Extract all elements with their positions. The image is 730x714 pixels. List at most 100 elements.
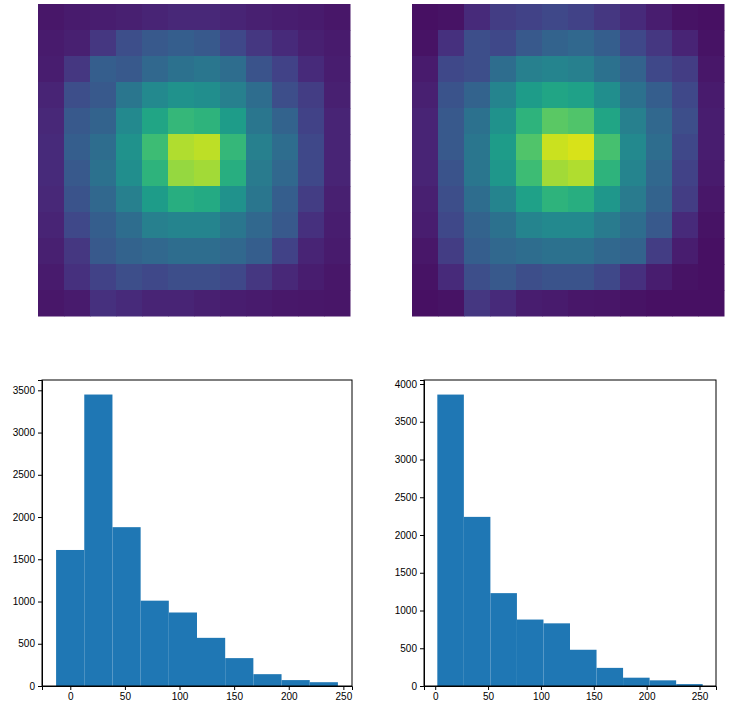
tick-label: 3000 [13,427,36,438]
image-cell [490,264,517,291]
image-cell [220,160,247,187]
image-cell [90,108,117,135]
image-cell [438,30,465,57]
image-cell [594,108,621,135]
image-cell [646,82,673,109]
image-cell [620,82,647,109]
image-cell [246,290,273,317]
panel: 0501001502002500500100015002000250030003… [13,380,353,702]
tick-label: 1000 [395,605,418,616]
image-cell [194,186,221,213]
image-cell [698,56,725,83]
image-cell [324,186,351,213]
image-cell [38,30,65,57]
image-cell [90,160,117,187]
image-cell [646,238,673,265]
bar [169,612,197,686]
image-cell [490,108,517,135]
tick: 200 [281,686,298,702]
image-cell [64,30,91,57]
panel: 0501001502002500500100015002000250030003… [395,379,717,702]
tick: 1500 [13,554,42,565]
tick-mark [38,475,42,476]
image-cell [620,264,647,291]
image-cell [698,134,725,161]
image-cell [220,4,247,31]
image-cell [168,238,195,265]
image-cell [38,290,65,317]
image-cell [142,82,169,109]
image-cell [116,212,143,239]
image-cell [272,108,299,135]
image-cell [298,290,325,317]
image-cell [698,82,725,109]
image-cell [698,30,725,57]
image-cell [298,134,325,161]
image-cell [516,134,543,161]
image-cell [246,238,273,265]
image-cell [324,30,351,57]
tick-mark [70,686,71,690]
image-cell [38,238,65,265]
image-cell [142,4,169,31]
bar [517,620,544,686]
image-cell [298,238,325,265]
image-cell [412,30,439,57]
image-cell [64,108,91,135]
image-cell [246,160,273,187]
image-cell [298,56,325,83]
bar [437,395,464,686]
image-cell [168,290,195,317]
tick-label: 500 [400,643,417,654]
image-cell [490,4,517,31]
image-cell [246,212,273,239]
image-cell [116,264,143,291]
image-cell [646,186,673,213]
figure: 0501001502002500500100015002000250030003… [0,0,730,714]
bar [543,623,570,686]
bar [141,601,169,686]
tick-mark [420,460,424,461]
image-cell [272,212,299,239]
image-cell [324,134,351,161]
tick-mark [38,602,42,603]
image-cell [90,290,117,317]
image-cell [646,4,673,31]
tick-label: 100 [533,691,550,702]
image-cell [412,186,439,213]
tick: 500 [18,638,42,649]
image-cell [194,108,221,135]
tick: 2500 [13,469,42,480]
x-axis: 050100150200250 [43,686,353,702]
frame [42,380,352,686]
tick-mark [420,384,424,385]
image-cell [64,160,91,187]
tick-label: 1000 [13,596,36,607]
image-cell [672,4,699,31]
image-cell [698,186,725,213]
image-cell [568,4,595,31]
image-cell [272,30,299,57]
image-cell [194,238,221,265]
image-cell [412,82,439,109]
image-cell [646,134,673,161]
image-cell [646,212,673,239]
image-cell [464,108,491,135]
image-cell [568,290,595,317]
image-cell [64,212,91,239]
image-cell [672,160,699,187]
image-cell [142,264,169,291]
tick-mark [125,686,126,690]
image-cell [412,212,439,239]
image-cell [64,82,91,109]
tick: 100 [533,686,550,702]
image-cell [672,30,699,57]
tick: 1000 [395,605,424,616]
image-cell [464,238,491,265]
image-cell [542,30,569,57]
image-cell [142,134,169,161]
tick-mark [647,686,648,690]
image-cell [168,264,195,291]
image-cell [542,82,569,109]
image-cell [324,82,351,109]
